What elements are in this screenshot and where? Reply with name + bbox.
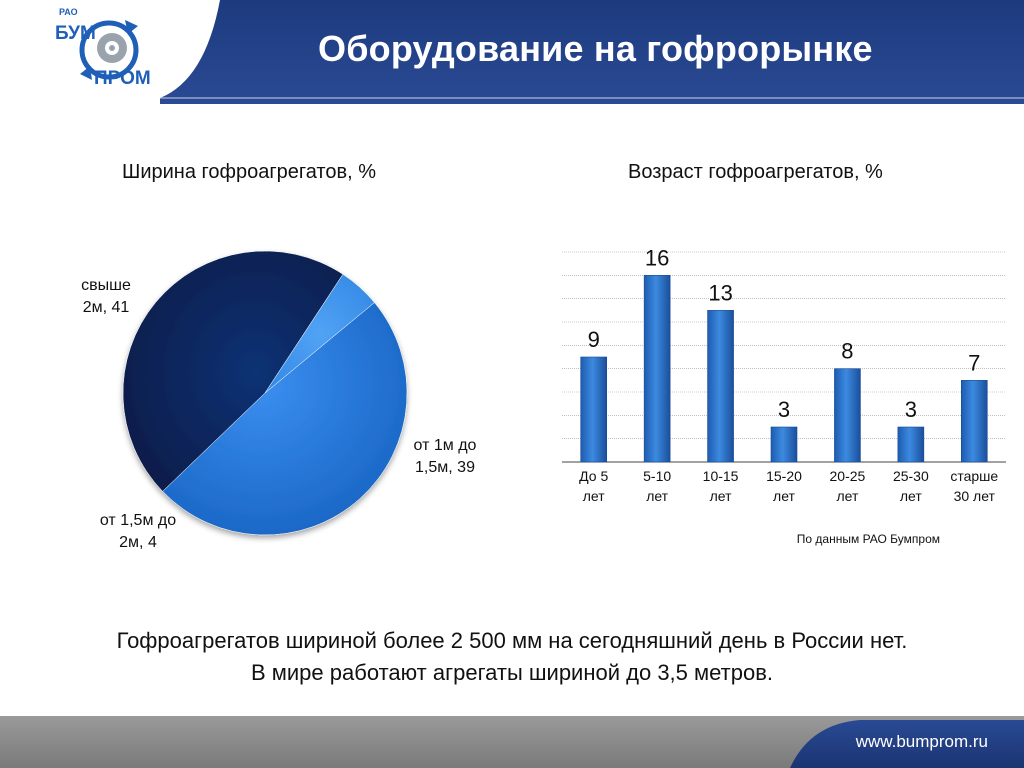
pie-label-line: от 1м до: [413, 437, 477, 454]
bar-category-label-line: лет: [646, 488, 669, 504]
bar-category-label-line: старше: [950, 468, 999, 484]
bar-chart-title: Возраст гофроагрегатов, %: [628, 161, 883, 183]
page-title: Оборудование на гофрорынке: [318, 28, 873, 69]
bar-category-label-line: 15-20: [766, 468, 802, 484]
header-band: [160, 0, 1024, 104]
bar-value-label: 16: [645, 245, 669, 270]
bar-value-label: 3: [905, 397, 917, 422]
bar-category-label-line: лет: [836, 488, 859, 504]
bar-category-label: До 5 лет: [563, 466, 625, 506]
pie-chart-title: Ширина гофроагрегатов, %: [122, 161, 376, 183]
bar-category-label-line: 30 лет: [953, 488, 995, 504]
bar-value-label: 13: [708, 280, 732, 305]
logo-text-bottom: ПРОМ: [94, 68, 151, 89]
summary-line: Гофроагрегатов шириной более 2 500 мм на…: [116, 628, 908, 653]
bar-category-label: 15-20 лет: [753, 466, 815, 506]
bar-value-label: 7: [968, 350, 980, 375]
bar-category-label: 10-15 лет: [690, 466, 752, 506]
pie-label-line: 1,5м, 39: [415, 459, 475, 476]
bar: [643, 275, 671, 463]
bar: [707, 310, 734, 463]
summary-line: В мире работают агрегаты шириной до 3,5 …: [250, 660, 773, 685]
bar-value-label: 3: [778, 397, 790, 422]
bar-category-label: старше 30 лет: [943, 466, 1005, 506]
pie-label-line: 2м, 4: [119, 534, 157, 551]
bar-category-label: 5-10 лет: [626, 466, 688, 506]
pie-label-line: от 1,5м до: [99, 512, 177, 529]
bar-category-label-line: 20-25: [829, 468, 866, 484]
bar-category-label-line: лет: [773, 488, 795, 504]
bar-category-label-line: лет: [709, 488, 732, 504]
footer-url: www.bumprom.ru: [855, 732, 988, 751]
bar-value-label: 8: [841, 339, 853, 364]
bar-category-label-line: лет: [899, 488, 922, 504]
logo-text-small: РАО: [59, 7, 78, 17]
pie-label-1-to-1-5m: от 1м до 1,5м, 39: [390, 435, 500, 479]
source-note: По данным РАО Бумпром: [796, 532, 940, 546]
pie-label-line: 2м, 41: [82, 299, 130, 316]
bar-category-label: 20-25 лет: [816, 466, 878, 506]
company-logo: РАО БУМ ПРОМ: [55, 7, 151, 89]
bar-value-label: 9: [588, 327, 600, 352]
bar-category-label-line: лет: [582, 488, 605, 504]
bar: [770, 426, 798, 463]
pie-label-line: свыше: [81, 277, 131, 294]
bar-category-label-line: 25-30: [892, 468, 929, 484]
pie-label-over-2m: свыше 2м, 41: [56, 275, 156, 319]
footer-band: [0, 716, 1024, 768]
bar-category-label: 25-30 лет: [880, 466, 942, 506]
bar: [960, 380, 988, 463]
pie-label-1-5-to-2m: от 1,5м до 2м, 4: [78, 510, 198, 554]
logo-text-top: БУМ: [55, 23, 96, 44]
bar: [897, 426, 925, 463]
bar-category-label-line: 5-10: [643, 468, 672, 484]
bar-category-label-line: 10-15: [702, 468, 739, 484]
bar: [834, 368, 861, 463]
bar: [580, 356, 608, 463]
bar-category-label-line: До 5: [579, 468, 609, 484]
